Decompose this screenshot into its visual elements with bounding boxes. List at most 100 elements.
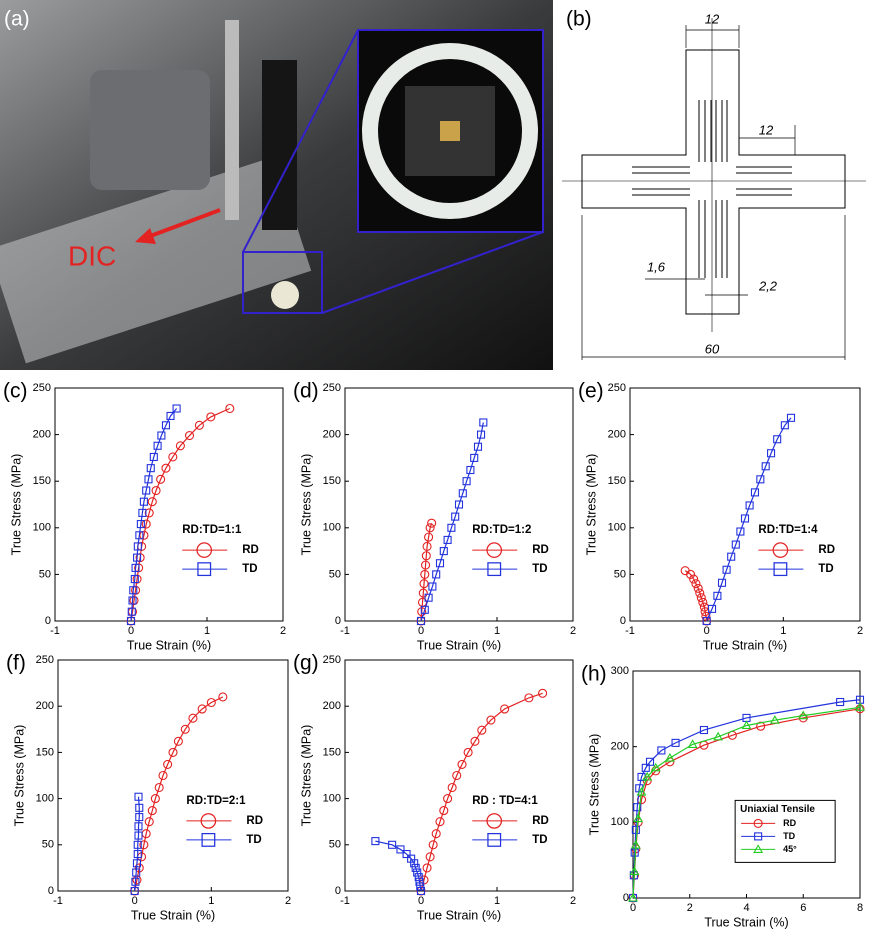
marker — [149, 452, 158, 462]
marker — [416, 616, 426, 626]
marker — [855, 704, 865, 714]
marker — [836, 697, 845, 707]
y-tick-label: 100 — [36, 793, 54, 805]
marker — [717, 578, 727, 587]
panel-label: (c) — [3, 380, 28, 403]
series-line — [375, 840, 422, 892]
marker — [500, 704, 510, 714]
dimension-lines — [685, 25, 796, 155]
marker — [133, 542, 142, 551]
marker — [780, 421, 789, 430]
annotation: RD:TD=2:1 — [186, 795, 246, 807]
marker — [769, 715, 780, 724]
marker — [750, 488, 760, 497]
marker — [139, 840, 149, 850]
y-tick-label: 50 — [329, 839, 341, 851]
x-tick-label: -1 — [53, 895, 63, 907]
legend-label: 45° — [783, 844, 797, 854]
y-tick-label: 0 — [335, 885, 341, 897]
y-tick-label: 300 — [611, 665, 629, 677]
marker — [415, 877, 424, 886]
annotation: RD : TD=4:1 — [472, 795, 538, 807]
marker — [691, 579, 701, 589]
y-tick-label: 0 — [48, 885, 54, 897]
marker — [424, 593, 433, 602]
series-line — [130, 408, 178, 622]
marker — [425, 523, 435, 533]
legend-label: RD — [532, 815, 549, 827]
marker — [225, 403, 235, 414]
x-tick-label: 0 — [132, 895, 138, 907]
marker — [388, 840, 397, 849]
y-tick-label: 150 — [608, 475, 626, 487]
marker — [463, 747, 473, 757]
y-tick-label: 250 — [36, 654, 54, 666]
marker — [428, 840, 438, 850]
marker — [699, 725, 708, 735]
marker — [798, 710, 809, 720]
marker — [696, 593, 706, 603]
x-tick-label: 2 — [570, 895, 576, 907]
marker — [128, 596, 137, 605]
plot-frame — [344, 659, 574, 892]
arrow — [144, 208, 221, 240]
y-tick-label: 100 — [323, 522, 341, 534]
marker — [421, 551, 431, 561]
marker — [443, 794, 453, 804]
marker — [188, 713, 198, 723]
marker — [144, 817, 154, 827]
legend-marker — [201, 832, 216, 847]
marker — [645, 757, 655, 766]
panel-label: (b) — [566, 8, 592, 31]
marker — [631, 825, 640, 834]
marker — [135, 531, 144, 540]
y-axis-title: True Stress (MPa) — [299, 454, 313, 556]
y-tick-label: 200 — [611, 741, 629, 753]
arrow-head — [135, 228, 156, 244]
ring-light — [362, 43, 538, 219]
drawing-panel: (b) 12 12 1,6 2,2 60 — [562, 8, 866, 360]
x-tick-label: 0 — [704, 625, 710, 637]
legend-marker — [200, 813, 217, 829]
marker — [447, 523, 456, 532]
panel-label: (f) — [6, 652, 26, 675]
marker — [153, 441, 162, 450]
marker — [636, 786, 647, 796]
x-tick-label: 8 — [857, 902, 863, 914]
marker — [462, 477, 471, 486]
marker — [420, 605, 429, 614]
marker — [144, 475, 153, 484]
y-tick-label: 50 — [614, 568, 626, 580]
marker — [680, 566, 690, 576]
marker — [130, 575, 139, 584]
marker — [476, 430, 486, 439]
zoom-line — [321, 231, 544, 314]
marker — [664, 752, 675, 762]
marker — [133, 849, 142, 859]
marker — [745, 501, 754, 510]
legend-label: TD — [242, 563, 257, 575]
marker — [422, 541, 432, 551]
marker — [722, 565, 731, 574]
marker — [161, 463, 171, 473]
plot-frame — [629, 387, 861, 622]
marker — [135, 803, 144, 812]
marker — [727, 552, 736, 561]
marker — [131, 563, 140, 572]
y-axis-title: True Stress (MPa) — [587, 734, 601, 836]
x-tick-label: 1 — [494, 895, 500, 907]
marker — [701, 611, 711, 621]
marker — [524, 693, 534, 703]
y-tick-label: 50 — [39, 568, 51, 580]
y-tick-label: 250 — [33, 382, 51, 394]
light — [271, 281, 299, 309]
marker — [136, 520, 145, 529]
x-axis-title: True Strain (%) — [703, 638, 787, 652]
marker — [698, 597, 708, 607]
marker — [693, 583, 703, 593]
y-tick-label: 100 — [323, 793, 341, 805]
y-tick-label: 50 — [42, 839, 54, 851]
marker — [134, 822, 143, 831]
